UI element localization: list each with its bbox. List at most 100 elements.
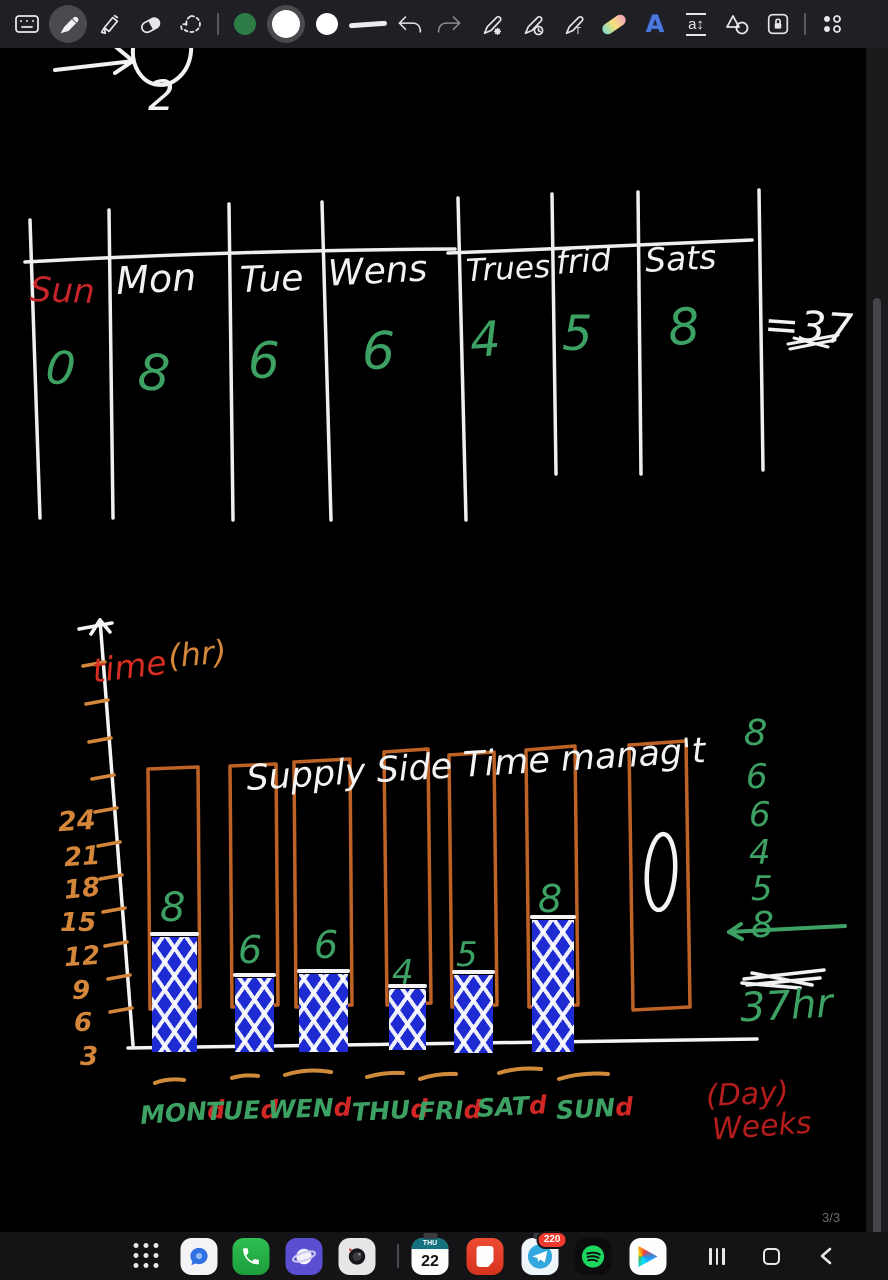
highlighter-multicolor-icon[interactable] <box>595 4 633 44</box>
bar-value-tue: 6 <box>238 928 263 972</box>
x-label-fri: FRId <box>417 1094 483 1127</box>
color-swatch-white-selected[interactable] <box>267 4 305 44</box>
text-spacing-icon[interactable]: a↕ <box>677 4 715 44</box>
telegram-app-icon[interactable]: 220 <box>521 1231 568 1275</box>
playstore-app-icon[interactable] <box>629 1238 667 1275</box>
y-axis-label-time: time <box>89 642 169 691</box>
more-options-icon[interactable] <box>813 4 851 44</box>
table-header-sats: Sats <box>644 237 718 280</box>
stroke-width-icon[interactable] <box>348 4 388 44</box>
bar-value-wen: 6 <box>314 923 339 967</box>
drawing-toolbar: T A a↕ <box>0 0 888 48</box>
toolbar-divider <box>217 13 219 35</box>
table-total: =37 <box>762 298 855 355</box>
marker-tool[interactable] <box>90 4 128 44</box>
taskbar: THU 22 220 <box>0 1231 888 1280</box>
chart-title: Supply Side Time manag't <box>245 731 707 799</box>
eraser-tool[interactable] <box>131 4 169 44</box>
widget-notch <box>423 1233 437 1239</box>
x-label-sat: SATd <box>476 1090 548 1123</box>
notification-badge: 220 <box>536 1231 568 1249</box>
drawing-canvas[interactable]: 2 Sun Mon Tue Wens Trues frid Sats 0 8 6… <box>0 48 866 1232</box>
table-value-sun: 0 <box>43 339 79 397</box>
y-tick-24: 24 <box>56 804 97 839</box>
sum-item-0: 8 <box>742 712 768 755</box>
bar-fill-sat <box>530 915 576 1052</box>
decorated-text-icon[interactable]: A <box>645 10 665 38</box>
zero-oval <box>644 831 678 913</box>
table-value-mon: 8 <box>136 342 172 404</box>
ai-pen-icon[interactable] <box>472 4 510 44</box>
sum-item-2: 6 <box>749 795 771 835</box>
table-header-wens: Wens <box>326 248 429 295</box>
sum-line <box>727 922 847 941</box>
notes-app-icon[interactable] <box>466 1238 504 1275</box>
phone-app-icon[interactable] <box>232 1238 270 1275</box>
table-value-frid: 5 <box>562 306 593 362</box>
app-drawer-icon[interactable] <box>129 1238 166 1275</box>
sum-item-5: 8 <box>751 905 774 946</box>
x-label-underlines <box>153 1066 610 1085</box>
bar-outline-sun <box>627 739 692 1012</box>
pen-history-icon[interactable] <box>513 4 551 44</box>
spotify-app-icon[interactable] <box>574 1238 612 1275</box>
calendar-date-label: 22 <box>421 1253 439 1270</box>
redo-icon[interactable] <box>431 4 469 44</box>
table-value-sats: 8 <box>665 296 703 358</box>
bar-value-thu: 4 <box>392 953 414 993</box>
color-swatch-white[interactable] <box>308 4 346 44</box>
calendar-day-label: THU <box>411 1238 449 1249</box>
circled-number: 2 <box>148 71 175 120</box>
calendar-app-icon[interactable]: THU 22 <box>411 1233 449 1275</box>
table-header-mon: Mon <box>114 254 198 304</box>
bar-fill-mon <box>150 932 199 1052</box>
keyboard-icon[interactable] <box>8 4 46 44</box>
bar-value-sat: 8 <box>538 877 563 921</box>
handwriting-ink-layer <box>23 48 847 1085</box>
bar-fill-fri <box>452 970 495 1053</box>
toolbar-divider <box>804 13 806 35</box>
table-header-frid: frid <box>554 239 613 282</box>
messages-app-icon[interactable] <box>180 1238 218 1275</box>
table-header-tue: Tue <box>239 257 305 302</box>
taskbar-divider <box>397 1244 399 1268</box>
table-value-trues: 4 <box>468 311 503 369</box>
x-label-wen: WENd <box>267 1092 352 1125</box>
back-nav-button[interactable] <box>806 1232 846 1280</box>
y-tick-3: 3 <box>80 1042 99 1072</box>
x-axis <box>126 1037 759 1050</box>
table-header-trues: Trues <box>465 248 552 290</box>
table-value-tue: 6 <box>248 332 280 390</box>
table-value-wens: 6 <box>362 322 396 382</box>
pen-to-text-icon[interactable]: T <box>554 4 592 44</box>
lock-canvas-icon[interactable] <box>759 4 797 44</box>
y-tick-15: 15 <box>60 908 97 938</box>
camera-app-icon[interactable] <box>338 1238 376 1275</box>
lasso-select-tool[interactable] <box>172 4 210 44</box>
bar-value-fri: 5 <box>456 935 478 975</box>
sum-total: 37hr <box>738 980 834 1032</box>
bar-fill-thu <box>387 984 428 1050</box>
scrollbar[interactable] <box>873 298 881 1276</box>
y-tick-6: 6 <box>74 1008 93 1038</box>
x-axis-label-weeks: Weeks <box>710 1105 813 1148</box>
sum-item-1: 6 <box>746 757 768 797</box>
y-tick-18: 18 <box>62 872 102 906</box>
bar-fill-wen <box>297 969 350 1052</box>
table-header-sun: Sun <box>29 269 96 313</box>
undo-icon[interactable] <box>390 4 428 44</box>
sum-item-3: 4 <box>749 833 771 873</box>
home-nav-button[interactable] <box>751 1232 791 1280</box>
svg-text:T: T <box>575 26 581 37</box>
color-swatch-green[interactable] <box>226 4 264 44</box>
internet-app-icon[interactable] <box>285 1238 323 1275</box>
y-tick-9: 9 <box>72 976 91 1006</box>
recents-nav-button[interactable] <box>697 1232 737 1280</box>
sum-item-4: 5 <box>751 869 773 909</box>
shapes-icon[interactable] <box>718 4 756 44</box>
pen-tool-selected[interactable] <box>49 4 87 44</box>
x-label-sun: SUNd <box>555 1092 634 1125</box>
y-axis-label-hr: (hr) <box>166 632 228 676</box>
page-indicator: 3/3 <box>822 1210 841 1225</box>
